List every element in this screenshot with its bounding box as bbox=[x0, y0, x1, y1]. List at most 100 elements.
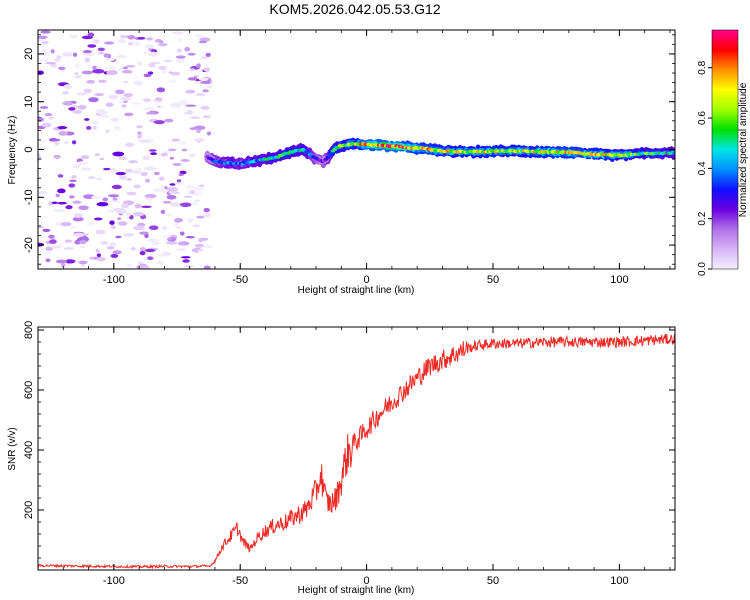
noise-speckle bbox=[167, 213, 172, 217]
noise-speckle bbox=[95, 153, 100, 157]
noise-speckle bbox=[106, 70, 118, 76]
noise-speckle bbox=[72, 200, 82, 204]
noise-speckle bbox=[41, 51, 50, 57]
noise-speckle bbox=[120, 97, 131, 102]
noise-speckle bbox=[38, 143, 42, 146]
noise-speckle bbox=[87, 222, 96, 226]
colorbar-tick-label: 0.8 bbox=[697, 60, 708, 74]
noise-speckle bbox=[198, 238, 204, 243]
noise-speckle bbox=[171, 31, 184, 35]
noise-speckle bbox=[175, 59, 185, 63]
noise-speckle bbox=[68, 183, 76, 188]
noise-speckle bbox=[202, 245, 214, 249]
noise-speckle bbox=[137, 131, 142, 135]
noise-speckle bbox=[200, 105, 210, 110]
noise-speckle bbox=[175, 55, 186, 59]
snr-x-tick-label: -50 bbox=[232, 575, 248, 587]
noise-speckle bbox=[185, 236, 195, 239]
noise-speckle bbox=[51, 201, 58, 205]
noise-speckle bbox=[169, 183, 176, 186]
noise-speckle bbox=[69, 34, 79, 39]
noise-speckle bbox=[38, 156, 43, 161]
noise-speckle bbox=[78, 260, 88, 265]
noise-speckle bbox=[154, 97, 163, 102]
noise-speckle bbox=[69, 225, 77, 229]
noise-speckle bbox=[179, 231, 185, 236]
snr-y-tick-label: 600 bbox=[23, 381, 35, 399]
noise-speckle bbox=[42, 41, 49, 44]
noise-speckle bbox=[152, 188, 163, 193]
noise-speckle bbox=[94, 93, 104, 97]
noise-speckle bbox=[96, 202, 109, 207]
noise-speckle bbox=[144, 107, 155, 111]
noise-speckle bbox=[118, 99, 124, 104]
noise-speckle bbox=[92, 69, 105, 74]
noise-speckle bbox=[125, 212, 131, 218]
snr-x-tick-label: 0 bbox=[364, 575, 370, 587]
noise-speckle bbox=[103, 167, 111, 171]
noise-speckle bbox=[169, 156, 174, 160]
noise-speckle bbox=[80, 155, 90, 160]
noise-speckle bbox=[198, 77, 209, 81]
noise-speckle bbox=[179, 170, 187, 175]
noise-speckle bbox=[125, 263, 133, 268]
noise-speckle bbox=[187, 52, 196, 56]
noise-speckle bbox=[55, 259, 68, 264]
noise-speckle bbox=[185, 104, 197, 107]
noise-speckle bbox=[176, 48, 182, 53]
noise-speckle bbox=[57, 188, 66, 194]
snr-x-tick-label: 50 bbox=[487, 575, 499, 587]
noise-speckle bbox=[168, 190, 176, 194]
noise-speckle bbox=[44, 112, 53, 117]
noise-speckle bbox=[203, 265, 211, 269]
spectrogram-y-axis-label: Frequency (Hz) bbox=[7, 116, 18, 185]
noise-speckle bbox=[54, 57, 61, 63]
noise-speckle bbox=[192, 224, 201, 228]
noise-speckle bbox=[55, 193, 60, 198]
noise-speckle bbox=[57, 201, 67, 205]
noise-speckle bbox=[95, 248, 100, 253]
noise-speckle bbox=[76, 161, 89, 166]
noise-speckle bbox=[178, 173, 184, 177]
noise-speckle bbox=[84, 57, 91, 63]
colorbar-tick-label: 0.2 bbox=[697, 211, 708, 225]
noise-speckle bbox=[98, 110, 108, 115]
noise-speckle bbox=[179, 202, 192, 208]
noise-speckle bbox=[110, 224, 116, 230]
noise-speckle bbox=[102, 197, 109, 202]
noise-speckle bbox=[92, 65, 97, 70]
noise-speckle bbox=[133, 225, 145, 231]
noise-speckle bbox=[105, 66, 117, 70]
noise-speckle bbox=[45, 246, 53, 251]
spectrogram-x-tick-label: 50 bbox=[487, 274, 499, 286]
noise-speckle bbox=[181, 148, 188, 152]
noise-speckle bbox=[38, 191, 48, 194]
noise-speckle bbox=[175, 226, 183, 230]
noise-speckle bbox=[92, 125, 97, 130]
noise-speckle bbox=[86, 125, 92, 130]
noise-speckle bbox=[50, 49, 55, 54]
noise-speckle bbox=[172, 162, 182, 167]
noise-speckle bbox=[152, 61, 161, 65]
noise-speckle bbox=[51, 245, 62, 249]
noise-speckle bbox=[93, 217, 103, 221]
noise-speckle bbox=[145, 248, 156, 253]
spectrogram-x-tick-label: -100 bbox=[103, 274, 125, 286]
noise-speckle bbox=[143, 166, 156, 171]
noise-speckle bbox=[137, 36, 146, 40]
snr-y-tick-label: 800 bbox=[23, 321, 35, 339]
noise-speckle bbox=[169, 202, 181, 207]
noise-speckle bbox=[195, 34, 203, 38]
noise-speckle bbox=[202, 89, 209, 93]
noise-speckle bbox=[169, 104, 178, 108]
colorbar-frame bbox=[711, 29, 739, 270]
noise-speckle bbox=[171, 138, 181, 142]
noise-speckle bbox=[38, 35, 48, 39]
noise-speckle bbox=[57, 126, 68, 130]
noise-speckle bbox=[83, 52, 96, 57]
snr-ticks: -100 -50 0 50 100 200 400 600 800 bbox=[23, 321, 675, 587]
noise-speckle bbox=[78, 205, 89, 211]
noise-speckle bbox=[143, 73, 152, 78]
